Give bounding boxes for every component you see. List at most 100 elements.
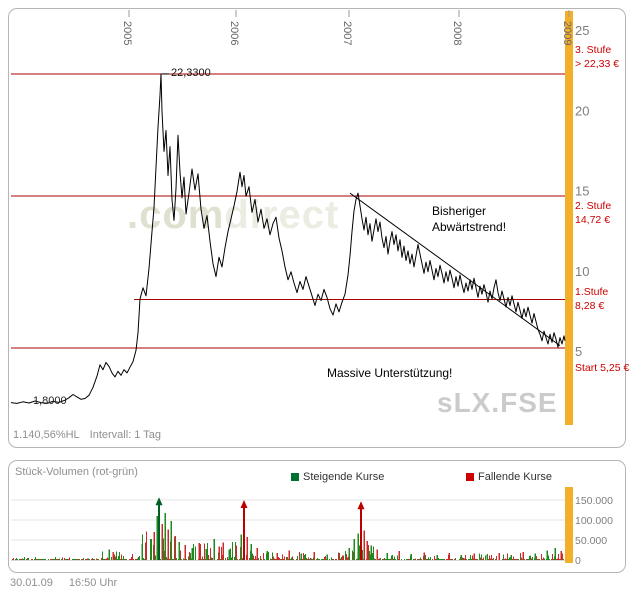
volume-bar	[131, 557, 132, 560]
volume-bar	[48, 559, 49, 560]
volume-bar	[557, 558, 558, 560]
volume-spike-bar	[288, 550, 290, 560]
volume-bar	[392, 555, 393, 560]
volume-bar	[106, 558, 107, 560]
volume-bar	[12, 559, 13, 560]
volume-bar	[520, 552, 521, 560]
volume-axis-tick: 100.000	[575, 515, 613, 527]
volume-spike-bar	[156, 516, 158, 560]
volume-bar	[203, 559, 204, 560]
volume-bar	[325, 556, 326, 560]
volume-bar	[93, 559, 94, 560]
volume-bar	[282, 554, 283, 560]
volume-bar	[464, 558, 465, 560]
start-price-label: 1,8000	[33, 395, 67, 407]
volume-bar	[221, 546, 222, 560]
volume-bar	[390, 559, 391, 560]
volume-chart-svg: 150.000 100.000 50.000 0	[11, 487, 613, 567]
volume-bar	[443, 559, 444, 560]
volume-bar	[439, 559, 440, 560]
volume-bar	[481, 554, 482, 560]
volume-bar	[272, 552, 273, 560]
volume-bar	[541, 553, 542, 560]
volume-spike-bar	[256, 548, 258, 560]
volume-bar	[107, 557, 108, 560]
volume-bar	[307, 559, 308, 560]
volume-bar	[83, 558, 84, 560]
volume-bar	[130, 559, 131, 560]
volume-bar	[42, 559, 43, 560]
volume-bar	[324, 556, 325, 560]
volume-spike-bar	[198, 543, 200, 560]
volume-spike-bar	[235, 545, 237, 560]
volume-spike-bar	[240, 534, 242, 560]
volume-bar	[303, 552, 304, 560]
volume-bar	[81, 559, 82, 560]
volume-bar	[249, 558, 250, 560]
volume-bar	[144, 559, 145, 560]
chart-date: 30.01.09	[10, 577, 53, 589]
volume-bar	[180, 550, 181, 560]
volume-bar	[516, 559, 517, 560]
volume-bar	[62, 557, 63, 560]
volume-bar	[88, 558, 89, 560]
volume-bar	[558, 554, 559, 560]
volume-bar	[429, 559, 430, 560]
volume-bar	[36, 559, 37, 560]
volume-bar	[91, 559, 92, 560]
volume-bar	[132, 554, 133, 560]
volume-bar	[230, 548, 231, 560]
volume-bar	[225, 558, 226, 560]
volume-bar	[102, 551, 103, 560]
volume-bar	[54, 559, 55, 560]
volume-bar	[542, 559, 543, 560]
support-annotation: Massive Unterstützung!	[327, 366, 453, 380]
volume-bar	[477, 559, 478, 560]
volume-bar	[103, 559, 104, 560]
stage-label: Start 5,25 €	[575, 362, 629, 374]
volume-bar	[135, 558, 136, 560]
volume-bar	[421, 559, 422, 560]
volume-bar	[413, 559, 414, 560]
volume-bar	[316, 559, 317, 560]
volume-spike-bar	[222, 542, 224, 560]
volume-bar	[322, 559, 323, 560]
downtrend-annotation-line1: Bisheriger	[432, 204, 487, 218]
volume-bar	[352, 550, 353, 560]
volume-bar	[489, 555, 490, 560]
volume-bar	[86, 559, 87, 560]
volume-bar	[517, 559, 518, 560]
volume-bar	[275, 559, 276, 560]
volume-spike-bar	[213, 539, 215, 560]
volume-bar	[427, 559, 428, 560]
volume-spike-bar	[191, 548, 193, 560]
volume-bar	[122, 559, 123, 560]
volume-bar	[513, 556, 514, 560]
volume-bar	[404, 559, 405, 560]
volume-bar	[335, 559, 336, 560]
volume-bar	[342, 555, 343, 560]
volume-spike-bar	[141, 544, 143, 560]
volume-spike-bar	[498, 552, 500, 560]
volume-bar	[504, 559, 505, 560]
volume-bar	[183, 558, 184, 560]
volume-spike-bar	[145, 548, 147, 560]
volume-bar	[129, 559, 130, 560]
volume-bar	[524, 559, 525, 560]
volume-bar	[261, 559, 262, 560]
volume-bar	[380, 558, 381, 560]
volume-bar	[319, 559, 320, 560]
volume-bar	[87, 558, 88, 560]
volume-bar	[311, 558, 312, 560]
volume-bar	[302, 559, 303, 560]
volume-bar	[391, 555, 392, 560]
volume-bar	[169, 559, 170, 560]
volume-bar	[470, 555, 471, 560]
volume-bar	[163, 538, 164, 560]
volume-bar	[346, 554, 347, 560]
volume-bar	[343, 555, 344, 560]
volume-spike-bar	[510, 555, 512, 560]
volume-bar	[125, 558, 126, 560]
rising-legend-swatch	[291, 473, 299, 481]
volume-bar	[120, 559, 121, 560]
